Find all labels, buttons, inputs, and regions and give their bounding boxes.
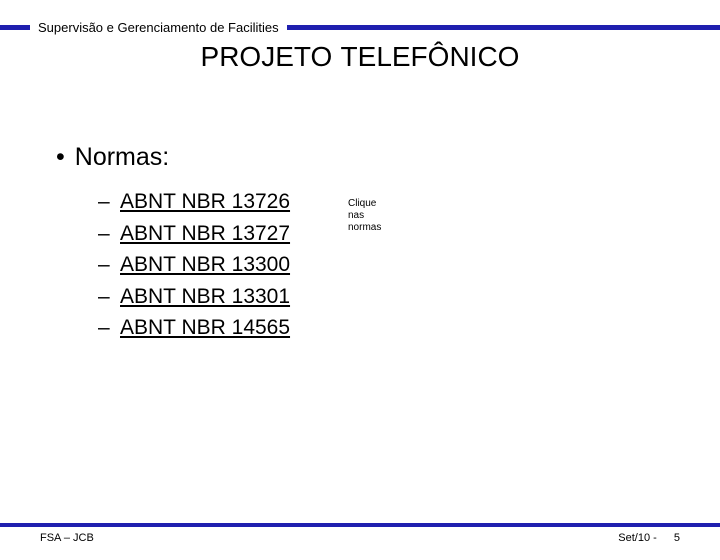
footer-page: 5: [674, 532, 680, 544]
dash-marker: –: [98, 249, 110, 281]
norm-link[interactable]: ABNT NBR 13301: [120, 281, 290, 313]
header-rule-left: [0, 25, 30, 30]
norm-link[interactable]: ABNT NBR 13726: [120, 186, 290, 218]
header-rule-right: [287, 25, 720, 30]
content-area: • Normas: – ABNT NBR 13726 – ABNT NBR 13…: [56, 143, 720, 344]
list-item: – ABNT NBR 13727: [98, 218, 720, 250]
dash-marker: –: [98, 281, 110, 313]
dash-marker: –: [98, 218, 110, 250]
list-item: – ABNT NBR 14565: [98, 312, 720, 344]
norm-link[interactable]: ABNT NBR 13300: [120, 249, 290, 281]
list-item: – ABNT NBR 13300: [98, 249, 720, 281]
header-subtitle: Supervisão e Gerenciamento de Facilities: [38, 20, 279, 35]
bullet-marker: •: [56, 143, 65, 172]
footer-rule: [0, 523, 720, 527]
bullet-heading: Normas:: [75, 143, 169, 172]
footer-left: FSA – JCB: [40, 532, 94, 544]
norms-list: – ABNT NBR 13726 – ABNT NBR 13727 – ABNT…: [98, 186, 720, 344]
page-title: PROJETO TELEFÔNICO: [90, 41, 630, 73]
side-note: Clique nas normas: [348, 198, 381, 234]
side-note-line: normas: [348, 222, 381, 234]
list-item: – ABNT NBR 13301: [98, 281, 720, 313]
bullet-heading-row: • Normas:: [56, 143, 720, 172]
header-bar: Supervisão e Gerenciamento de Facilities: [0, 20, 720, 35]
norm-link[interactable]: ABNT NBR 14565: [120, 312, 290, 344]
dash-marker: –: [98, 312, 110, 344]
footer-right: Set/10 - 5: [618, 532, 680, 544]
norm-link[interactable]: ABNT NBR 13727: [120, 218, 290, 250]
dash-marker: –: [98, 186, 110, 218]
side-note-line: nas: [348, 210, 381, 222]
list-item: – ABNT NBR 13726: [98, 186, 720, 218]
side-note-line: Clique: [348, 198, 381, 210]
footer-date: Set/10 -: [618, 532, 657, 544]
